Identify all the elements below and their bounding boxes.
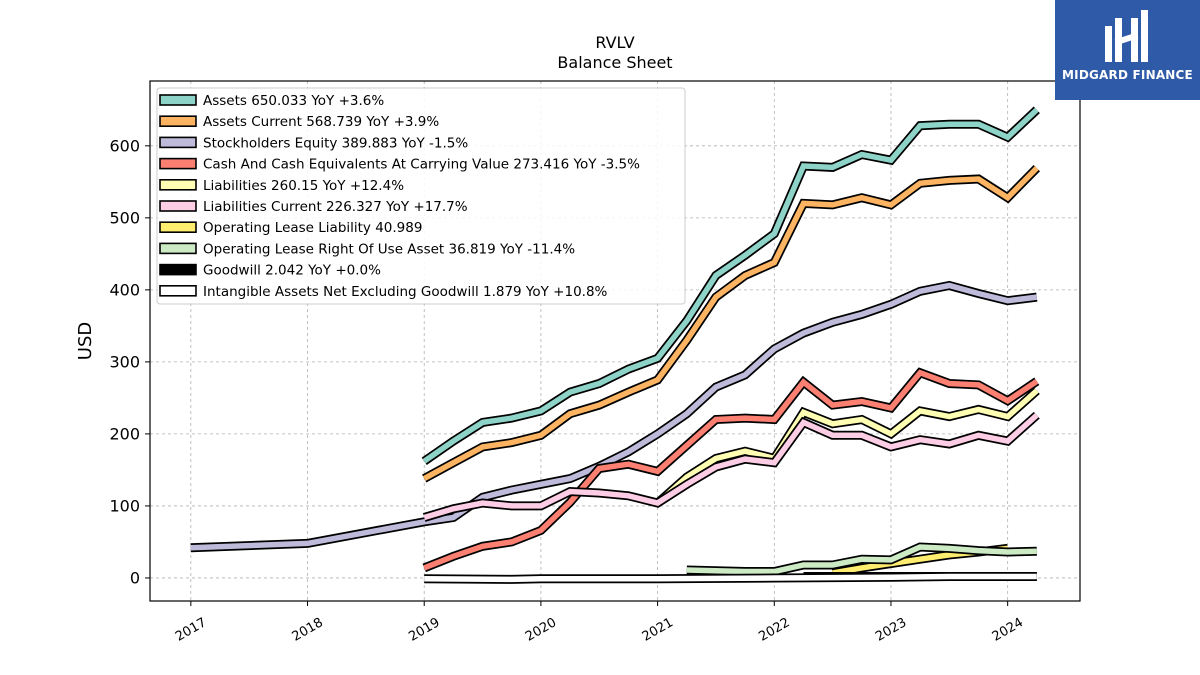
series-liabilities	[654, 387, 1040, 507]
series-line	[423, 369, 1039, 571]
series-line	[424, 573, 1037, 583]
x-tick-label: 2017	[173, 615, 209, 645]
series-assets	[421, 106, 1040, 466]
legend-swatch	[159, 284, 197, 297]
chart-subtitle: Balance Sheet	[557, 53, 672, 72]
legend-swatch	[159, 136, 197, 149]
series-line	[655, 388, 1039, 506]
legend-entry: Cash And Cash Equivalents At Carrying Va…	[203, 157, 640, 173]
legend-entry: Stockholders Equity 389.883 YoY -1.5%	[203, 135, 468, 151]
legend: Assets 650.033 YoY +3.6% Assets Current 5…	[156, 87, 686, 305]
y-axis-label: USD	[75, 322, 96, 360]
series-line	[422, 107, 1039, 464]
x-tick-label: 2020	[523, 615, 559, 645]
y-tick-label: 600	[109, 136, 140, 155]
legend-swatch	[159, 200, 197, 212]
x-tick-label: 2024	[990, 615, 1026, 645]
series-line	[422, 166, 1039, 482]
x-tick-label: 2018	[290, 615, 326, 645]
x-tick-label: 2021	[640, 615, 676, 645]
chart-title: RVLV	[595, 33, 634, 52]
y-tick-label: 300	[109, 352, 140, 371]
y-tick-label: 0	[130, 568, 140, 587]
x-tick-label: 2022	[756, 615, 792, 645]
legend-swatch	[159, 115, 197, 127]
y-tick-label: 500	[109, 208, 140, 227]
legend-entry: Liabilities Current 226.327 YoY +17.7%	[203, 199, 468, 215]
legend-swatch	[159, 94, 197, 106]
legend-entry: Assets 650.033 YoY +3.6%	[203, 93, 384, 109]
legend-entry: Operating Lease Right Of Use Asset 36.81…	[203, 241, 575, 257]
series-line	[686, 544, 1037, 575]
legend-entry: Assets Current 568.739 YoY +3.9%	[203, 114, 439, 130]
legend-entry: Goodwill 2.042 YoY +0.0%	[203, 263, 381, 279]
y-tick-label: 200	[109, 424, 140, 443]
brand-logo-mark-icon	[1105, 10, 1148, 62]
legend-swatch	[159, 242, 197, 255]
legend-swatch	[159, 263, 197, 276]
x-tick-label: 2019	[406, 615, 442, 645]
series-liabilities-current	[422, 411, 1040, 522]
brand-name: MIDGARD FINANCE	[1062, 68, 1193, 82]
series-line	[423, 413, 1039, 521]
series-outline	[422, 411, 1040, 522]
x-tick-label: 2023	[873, 615, 909, 645]
series-intangible-assets-net-excluding-goodwill	[424, 572, 1037, 584]
legend-swatch	[159, 179, 197, 191]
series-operating-lease-right-of-use-asset	[686, 542, 1037, 576]
plot-frame	[149, 80, 1081, 602]
y-tick-label: 400	[109, 280, 140, 299]
brand-logo: MIDGARD FINANCE	[1055, 0, 1200, 100]
legend-entry: Intangible Assets Net Excluding Goodwill…	[203, 284, 608, 300]
legend-box	[156, 87, 686, 305]
legend-entry: Liabilities 260.15 YoY +12.4%	[203, 178, 404, 194]
legend-swatch	[159, 157, 197, 170]
legend-entry: Operating Lease Liability 40.989	[203, 220, 422, 236]
series-assets-current	[422, 164, 1041, 483]
series-layer	[190, 106, 1041, 584]
series-cash-and-cash-equivalents-at-carrying-value	[422, 367, 1040, 573]
legend-swatch	[159, 221, 197, 233]
y-tick-label: 100	[109, 496, 140, 515]
